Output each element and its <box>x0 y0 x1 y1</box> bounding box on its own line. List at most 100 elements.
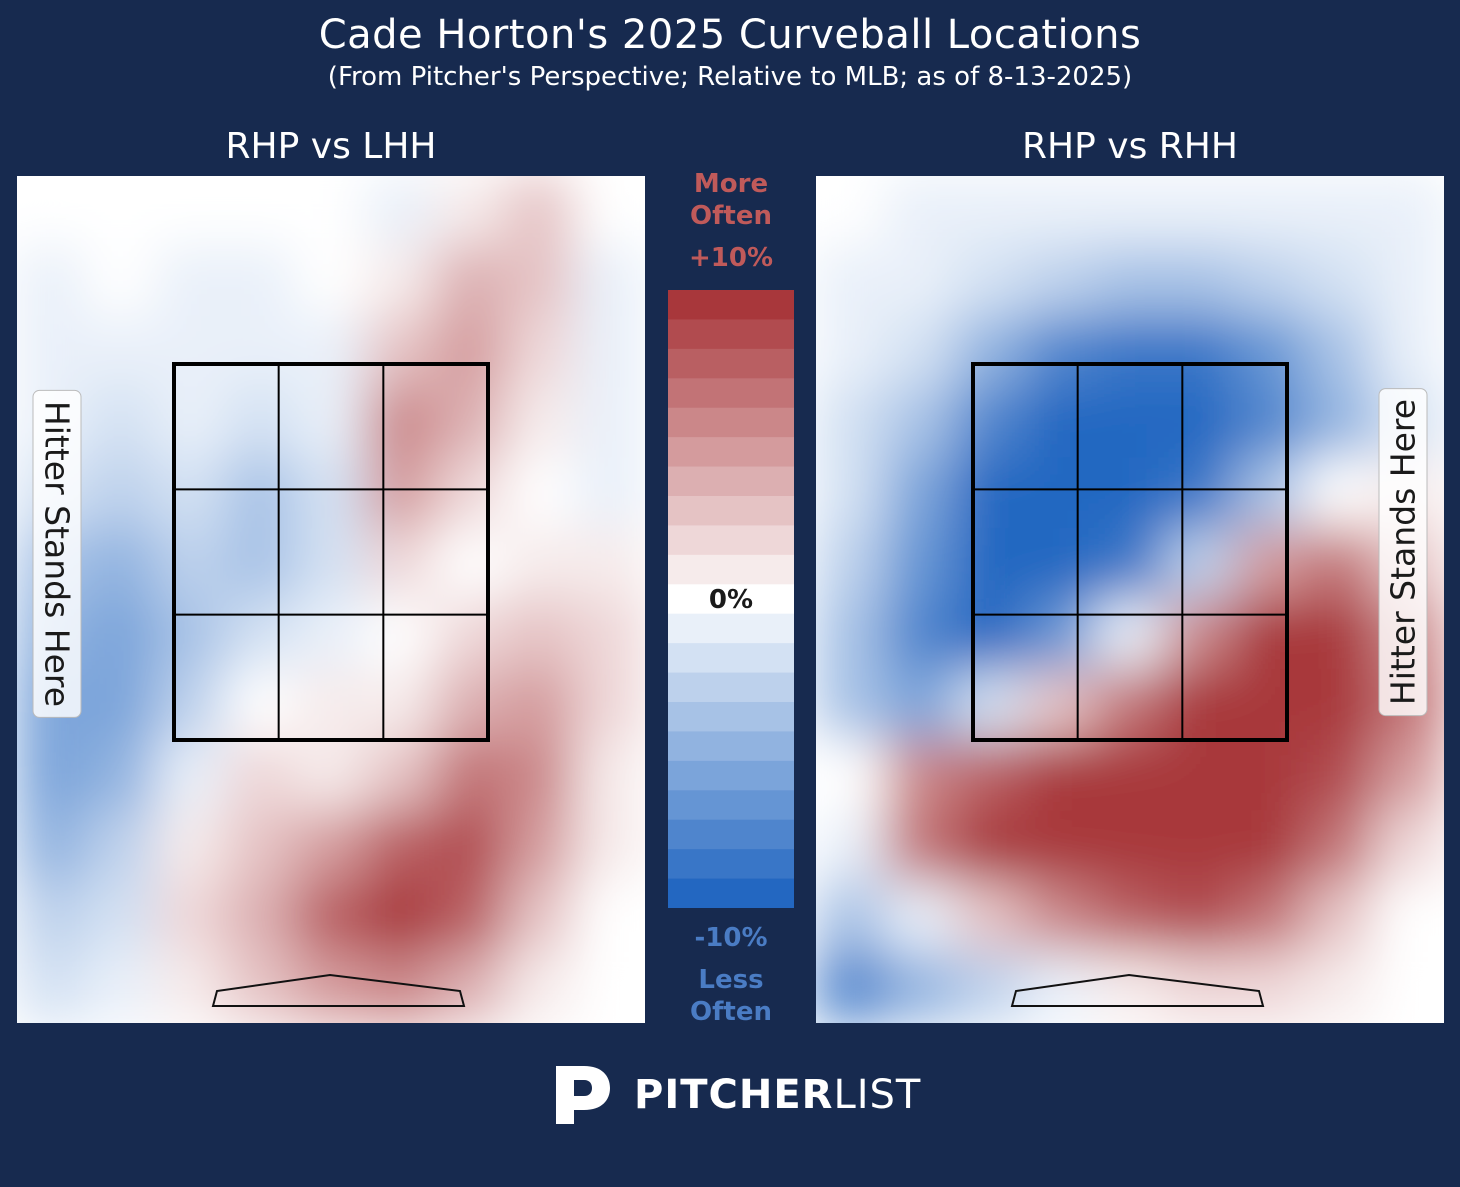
heatmap-cell <box>434 810 507 883</box>
heatmap-cell <box>504 669 577 742</box>
heatmap-cell <box>1303 598 1376 672</box>
heatmap-cell <box>816 245 887 319</box>
heatmap-cell <box>1024 245 1097 319</box>
colorbar-step <box>668 790 794 821</box>
heatmap-cell <box>85 739 158 813</box>
heatmap-cell <box>1303 386 1376 460</box>
heatmap-cell <box>816 386 887 460</box>
heatmap-cell <box>1303 527 1376 601</box>
colorbar-step <box>668 702 794 733</box>
heatmap-cell <box>1094 880 1166 954</box>
heatmap-cell <box>1233 457 1306 530</box>
heatmap-cell <box>574 739 645 813</box>
heatmap-cell <box>1024 951 1097 1023</box>
heatmap-cell <box>17 880 88 954</box>
heatmap-cell <box>1024 739 1097 813</box>
heatmap-cell <box>85 176 158 248</box>
heatmap-cell <box>504 739 577 813</box>
heatmap-cell <box>1373 810 1444 883</box>
heatmap-cell <box>1303 669 1376 742</box>
heatmap-cell <box>434 951 507 1023</box>
heatmap-cell <box>1233 810 1306 883</box>
heatmap-cell <box>816 669 887 742</box>
heatmap-cell <box>884 739 957 813</box>
strike-zone-border <box>172 362 490 742</box>
home-plate-rhh <box>1010 973 1265 1007</box>
heatmap-cell <box>295 880 367 954</box>
heatmap-cell <box>85 669 158 742</box>
colorbar-top-label: More Often <box>690 169 772 231</box>
heatmap-cell <box>1163 457 1236 530</box>
heatmap-cell <box>954 669 1027 742</box>
heatmap-cell <box>85 245 158 319</box>
heatmap-cell <box>295 457 367 530</box>
heatmap-lhh <box>17 176 645 1023</box>
colorbar-step <box>668 819 794 850</box>
heatmap-cell <box>364 245 437 319</box>
heatmap-cell <box>574 457 645 530</box>
heatmap-panel-lhh <box>17 176 645 1023</box>
heatmap-cell <box>504 176 577 248</box>
heatmap-cell <box>225 669 298 742</box>
heatmap-cell <box>816 598 887 672</box>
heatmap-cell <box>364 598 437 672</box>
heatmap-cell <box>295 598 367 672</box>
heatmap-cell <box>225 176 298 248</box>
heatmap-cell <box>295 245 367 319</box>
heatmap-cell <box>1303 951 1376 1023</box>
heatmap-cell <box>225 245 298 319</box>
pitcherlist-logo-text: PITCHERLIST <box>634 1072 921 1118</box>
heatmap-cell <box>1233 245 1306 319</box>
heatmap-cell <box>1163 527 1236 601</box>
heatmap-cell <box>574 951 645 1023</box>
colorbar-min-label: -10% <box>694 923 768 953</box>
heatmap-cell <box>85 810 158 883</box>
heatmap-panel-rhh <box>816 176 1444 1023</box>
heatmap-cell <box>17 739 88 813</box>
heatmap-cell <box>816 527 887 601</box>
colorbar-step <box>668 348 794 379</box>
heatmap-cell <box>816 316 887 389</box>
heatmap-cell <box>17 176 88 248</box>
heatmap-cell <box>364 386 437 460</box>
colorbar-max-label: +10% <box>688 243 774 273</box>
chart-title: Cade Horton's 2025 Curveball Locations <box>318 12 1142 58</box>
heatmap-cell <box>816 880 887 954</box>
heatmap-cell <box>884 386 957 460</box>
heatmap-cell <box>1233 527 1306 601</box>
heatmap-cell <box>884 880 957 954</box>
pitcherlist-logo-icon <box>556 1066 610 1124</box>
colorbar-step <box>668 407 794 438</box>
heatmap-cell <box>1163 810 1236 883</box>
heatmap-cell <box>884 176 957 248</box>
heatmap-cell <box>1303 810 1376 883</box>
heatmap-cell <box>504 951 577 1023</box>
colorbar-step <box>668 525 794 556</box>
heatmap-cell <box>434 739 507 813</box>
heatmap-cell <box>504 527 577 601</box>
heatmap-cell <box>884 527 957 601</box>
heatmap-cell <box>816 951 887 1023</box>
heatmap-cell <box>1094 810 1166 883</box>
heatmap-cell <box>434 527 507 601</box>
home-plate-lhh <box>211 973 466 1007</box>
heatmap-cell <box>1303 316 1376 389</box>
heatmap-cell <box>954 527 1027 601</box>
heatmap-cell <box>574 880 645 954</box>
heatmap-cell <box>1233 951 1306 1023</box>
heatmap-cell <box>884 316 957 389</box>
heatmap-cell <box>155 316 228 389</box>
colorbar-step <box>668 378 794 409</box>
colorbar-step <box>668 290 794 321</box>
colorbar-step <box>668 554 794 585</box>
heatmap-cell <box>225 316 298 389</box>
heatmap-cell <box>1024 598 1097 672</box>
heatmap-cell <box>1163 669 1236 742</box>
panel-title-lhh: RHP vs LHH <box>225 126 437 167</box>
heatmap-cell <box>1233 669 1306 742</box>
heatmap-cell <box>954 880 1027 954</box>
heatmap-cell <box>1233 316 1306 389</box>
heatmap-cell <box>1303 176 1376 248</box>
heatmap-cell <box>155 386 228 460</box>
heatmap-cell <box>225 739 298 813</box>
